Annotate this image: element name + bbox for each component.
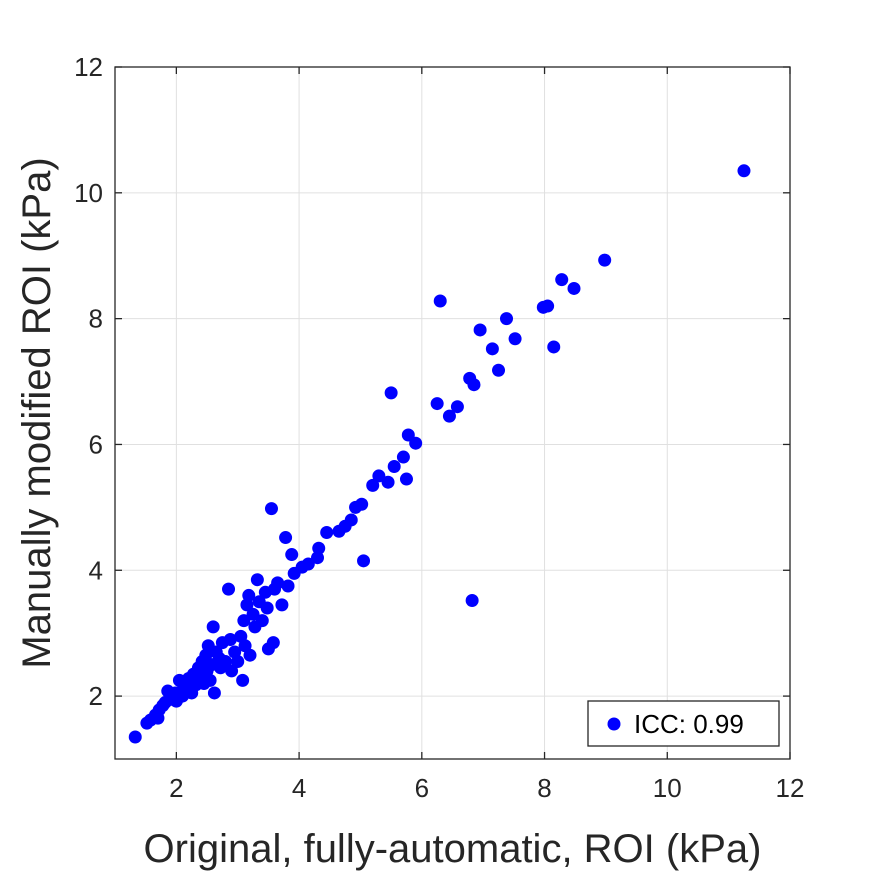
data-point	[500, 312, 513, 326]
data-point	[409, 436, 423, 450]
legend-label: ICC: 0.99	[634, 709, 744, 739]
x-axis-label: Original, fully-automatic, ROI (kPa)	[144, 827, 762, 871]
data-point	[508, 332, 522, 346]
data-point	[242, 588, 256, 602]
data-point	[279, 531, 293, 545]
data-point	[387, 459, 401, 473]
data-point	[264, 502, 278, 516]
y-tick-label: 10	[74, 178, 103, 208]
data-point	[246, 607, 260, 621]
y-tick-label: 2	[89, 681, 103, 711]
data-point	[567, 281, 581, 295]
data-point	[301, 557, 315, 571]
data-point	[222, 582, 236, 596]
data-point	[366, 478, 380, 492]
data-point	[547, 340, 561, 354]
data-point	[473, 323, 487, 337]
data-point	[450, 400, 464, 414]
data-point	[285, 548, 299, 562]
data-point	[266, 636, 280, 650]
data-point	[320, 526, 334, 540]
x-tick-label: 4	[292, 773, 306, 803]
x-tick-label: 2	[169, 773, 183, 803]
data-point	[357, 554, 371, 568]
data-point	[396, 450, 410, 464]
data-point	[207, 686, 221, 700]
plot-area-border	[114, 66, 791, 760]
data-point	[206, 620, 220, 634]
y-axis-label: Manually modified ROI (kPa)	[15, 157, 59, 668]
data-point	[237, 614, 251, 628]
data-point	[344, 513, 358, 527]
data-point	[355, 497, 369, 511]
data-point	[225, 664, 239, 678]
data-point	[243, 648, 257, 662]
grid	[115, 66, 791, 759]
data-point	[312, 541, 326, 555]
data-point	[467, 378, 481, 392]
data-point	[255, 614, 269, 628]
data-points	[128, 164, 751, 744]
data-point	[555, 273, 569, 287]
x-tick-label: 8	[537, 773, 551, 803]
axis-ticks: 2 4 6 8 10 12 2 4 6 8 10 12	[74, 52, 804, 803]
data-point	[281, 579, 295, 593]
data-point	[492, 363, 506, 377]
y-tick-label: 4	[89, 555, 103, 585]
data-point	[442, 409, 456, 423]
data-point	[399, 472, 413, 486]
data-point	[231, 654, 245, 668]
data-point	[223, 632, 237, 646]
x-tick-label: 10	[653, 773, 682, 803]
data-point	[311, 551, 324, 565]
data-point	[275, 598, 289, 612]
x-tick-label: 6	[415, 773, 429, 803]
data-point	[128, 730, 142, 744]
legend-marker	[607, 717, 621, 731]
data-point	[218, 654, 232, 668]
data-point	[203, 673, 217, 687]
data-point	[485, 342, 499, 356]
y-tick-label: 12	[74, 52, 103, 82]
data-point	[236, 673, 250, 687]
data-point	[430, 397, 444, 411]
data-point	[465, 593, 479, 607]
data-point	[381, 475, 395, 489]
data-point	[250, 573, 264, 587]
y-tick-label: 8	[89, 304, 103, 334]
data-point	[384, 386, 398, 400]
legend: ICC: 0.99	[587, 700, 780, 747]
data-point	[541, 299, 555, 313]
data-point	[260, 601, 274, 615]
data-point	[598, 253, 612, 267]
data-point	[433, 294, 447, 308]
data-point	[372, 469, 386, 483]
x-tick-label: 12	[776, 773, 805, 803]
data-point	[271, 576, 285, 590]
y-tick-label: 6	[89, 429, 103, 459]
data-point	[737, 164, 751, 178]
